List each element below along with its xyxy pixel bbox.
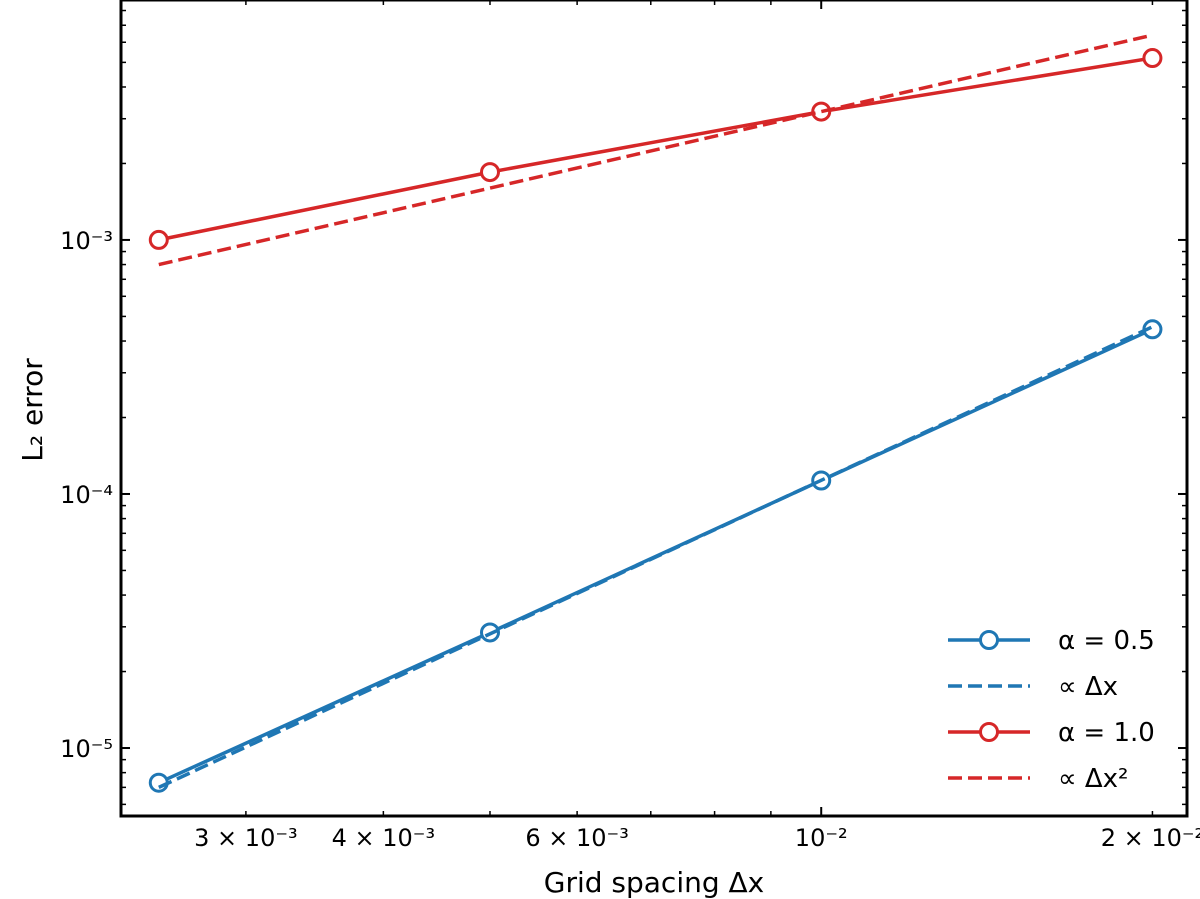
legend-label-3: ∝ Δx² (1058, 764, 1128, 794)
series-line-2 (158, 56, 1153, 242)
legend-label-0: α = 0.5 (1058, 626, 1155, 656)
legend: α = 0.5 ∝ Δx α = 1.0 ∝ Δx² (948, 626, 1155, 794)
plot-area (148, 33, 1163, 793)
legend-marker-0 (979, 630, 999, 650)
plot-frame (119, 0, 1189, 818)
axis-ticks (121, 0, 1187, 816)
y-tick-label: 10⁻³ (60, 227, 113, 255)
series-2-point (479, 162, 500, 183)
y-axis-title: L₂ error (16, 358, 49, 462)
x-tick-label: 2 × 10⁻² (1101, 824, 1200, 852)
legend-label-2: α = 1.0 (1058, 718, 1155, 748)
legend-label-1: ∝ Δx (1058, 672, 1118, 702)
y-tick-label: 10⁻⁵ (60, 735, 113, 763)
x-tick-label: 6 × 10⁻³ (525, 824, 628, 852)
x-axis-title: Grid spacing Δx (544, 866, 765, 899)
series-2-point (148, 229, 169, 250)
x-tick-label: 3 × 10⁻³ (194, 824, 297, 852)
series-2-point (811, 101, 832, 122)
series-line-1 (158, 325, 1154, 789)
tick-labels: 10⁻⁵ 10⁻⁴ 10⁻³ 3 × 10⁻³ 4 × 10⁻³ 6 × 10⁻³ 10⁻²… (60, 227, 1200, 852)
series-line-3 (158, 33, 1153, 267)
x-tick-label: 10⁻² (795, 824, 848, 852)
y-tick-label: 10⁻⁴ (60, 481, 113, 509)
x-tick-label: 4 × 10⁻³ (332, 824, 435, 852)
series-2-point (1142, 48, 1163, 69)
legend-marker-2 (979, 722, 999, 742)
